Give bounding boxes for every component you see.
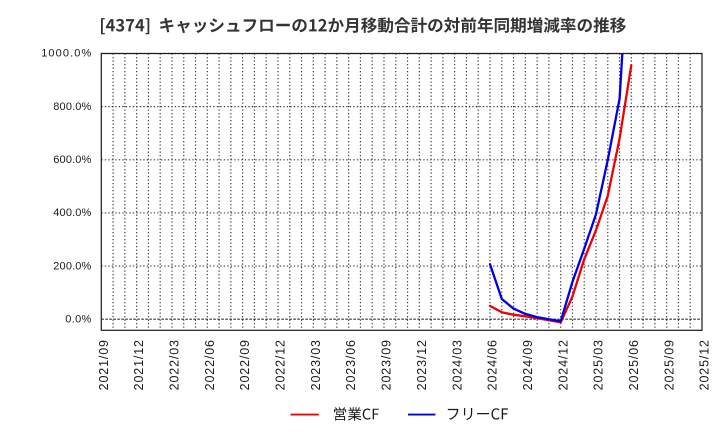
svg-text:2025/03: 2025/03	[592, 339, 606, 390]
svg-text:2025/12: 2025/12	[698, 339, 712, 390]
svg-text:2022/03: 2022/03	[168, 339, 182, 390]
svg-text:2022/09: 2022/09	[238, 339, 252, 390]
svg-text:400.0%: 400.0%	[53, 207, 91, 219]
svg-text:0.0%: 0.0%	[65, 313, 91, 325]
svg-text:2024/12: 2024/12	[556, 339, 570, 390]
svg-text:2022/06: 2022/06	[203, 339, 217, 390]
svg-text:2023/06: 2023/06	[344, 339, 358, 390]
svg-text:2024/09: 2024/09	[521, 339, 535, 390]
svg-text:800.0%: 800.0%	[53, 101, 91, 113]
svg-text:2023/03: 2023/03	[309, 339, 323, 390]
svg-text:2022/12: 2022/12	[274, 339, 288, 390]
svg-text:1000.0%: 1000.0%	[41, 48, 91, 60]
svg-text:2024/03: 2024/03	[450, 339, 464, 390]
svg-text:2025/09: 2025/09	[662, 339, 676, 390]
svg-text:2024/06: 2024/06	[486, 339, 500, 390]
svg-text:2023/12: 2023/12	[415, 339, 429, 390]
svg-text:2025/06: 2025/06	[627, 339, 641, 390]
svg-text:2023/09: 2023/09	[380, 339, 394, 390]
svg-text:200.0%: 200.0%	[53, 260, 91, 272]
svg-text:600.0%: 600.0%	[53, 154, 91, 166]
svg-text:2021/09: 2021/09	[97, 339, 111, 390]
svg-text:2021/12: 2021/12	[132, 339, 146, 390]
